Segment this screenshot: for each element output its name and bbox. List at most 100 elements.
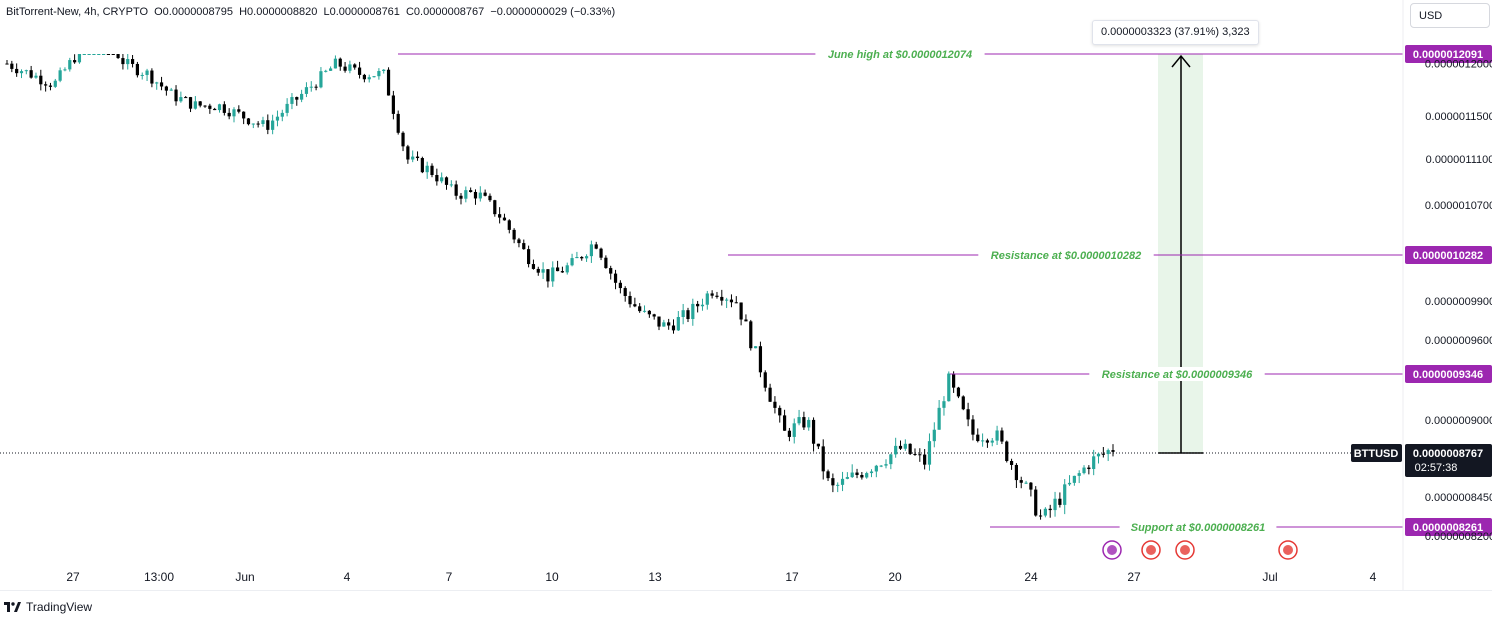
candle-up	[947, 373, 951, 402]
candle-down	[454, 184, 458, 196]
candle-up	[541, 269, 545, 273]
candle-down	[923, 454, 927, 465]
candle-down	[816, 443, 820, 447]
candle-down	[469, 190, 473, 192]
candle-down	[546, 269, 550, 282]
candle-up	[884, 464, 888, 466]
candle-down	[657, 316, 661, 327]
candle-up	[140, 74, 144, 76]
candle-down	[527, 249, 531, 265]
last-price-tag	[1405, 444, 1492, 477]
candle-down	[671, 325, 676, 331]
candle-down	[720, 296, 724, 301]
candle-up	[676, 316, 680, 331]
candle-up	[1043, 508, 1047, 516]
candle-down	[314, 86, 318, 88]
candle-down	[599, 248, 603, 258]
candle-down	[952, 373, 956, 388]
tradingview-logo[interactable]: TradingView	[4, 600, 92, 614]
candle-down	[913, 453, 917, 455]
tradingview-icon	[4, 601, 21, 612]
candle-down	[188, 97, 193, 109]
candle-down	[1009, 460, 1014, 465]
candle-down	[739, 302, 743, 320]
candle-down	[444, 177, 449, 185]
price-axis-label: 0.0000012000	[1425, 59, 1492, 71]
candle-down	[391, 95, 395, 114]
candle-down	[802, 417, 806, 428]
currency-selector[interactable]: USD	[1410, 3, 1490, 28]
measure-range	[0, 54, 1403, 454]
candle-down	[121, 58, 125, 65]
candle-down	[744, 319, 748, 322]
bar-countdown: 02:57:38	[1415, 462, 1458, 474]
level-price-tag	[1405, 365, 1492, 383]
candle-down	[976, 434, 980, 442]
candle-up	[324, 70, 328, 72]
event-marker-dot	[1180, 545, 1190, 555]
candle-down	[763, 372, 767, 388]
candle-up	[179, 97, 183, 102]
event-marker-dot	[1146, 545, 1156, 555]
level-price-tag-text: 0.0000008261	[1413, 522, 1483, 534]
candle-up	[845, 477, 849, 479]
candle-down	[1038, 515, 1043, 517]
candle-down	[401, 132, 405, 147]
candle-up	[193, 101, 197, 109]
candle-up	[995, 430, 999, 441]
candle-up	[942, 401, 946, 408]
candle-up	[63, 69, 67, 71]
time-axis-label: 4	[344, 570, 351, 584]
candle-up	[840, 478, 845, 485]
candle-down	[39, 75, 43, 85]
candle-down	[343, 66, 347, 71]
candle-up	[280, 112, 284, 117]
symbol-title[interactable]: BitTorrent-New, 4h, CRYPTO	[6, 6, 149, 18]
time-axis-label: Jun	[235, 570, 254, 584]
candle-up	[290, 97, 294, 104]
candle-down	[150, 70, 154, 84]
candle-down	[246, 118, 251, 125]
candle-down	[295, 97, 299, 100]
candle-down	[44, 84, 48, 86]
level-price-tag-text: 0.0000009346	[1413, 369, 1483, 381]
candle-down	[580, 256, 584, 259]
price-axis-label: 0.0000008200	[1425, 531, 1492, 543]
candle-up	[874, 465, 878, 472]
candle-down	[507, 220, 511, 230]
brand-name: TradingView	[26, 600, 93, 614]
candle-down	[213, 108, 217, 111]
candle-down	[266, 120, 270, 130]
candle-down	[749, 321, 753, 349]
candle-up	[271, 120, 275, 130]
candle-down	[159, 82, 164, 87]
candle-up	[232, 109, 236, 117]
candle-up	[275, 116, 280, 121]
event-marker-dot	[1283, 545, 1293, 555]
candle-down	[517, 239, 521, 244]
candle-up	[464, 190, 468, 199]
candle-down	[773, 401, 777, 408]
candle-down	[811, 419, 816, 444]
time-axis-label: 17	[785, 570, 799, 584]
candle-down	[855, 472, 859, 475]
candle-down	[758, 346, 763, 373]
candle-down	[782, 415, 787, 431]
candle-down	[734, 302, 738, 304]
candle-up	[155, 82, 159, 84]
candle-up	[382, 69, 386, 71]
candle-up	[82, 54, 86, 55]
candle-up	[126, 59, 130, 65]
candle-down	[715, 295, 719, 297]
candle-up	[754, 346, 758, 349]
candle-down	[5, 63, 9, 65]
candle-up	[319, 71, 323, 88]
candle-down	[184, 97, 188, 99]
candle-up	[836, 484, 840, 486]
candle-up	[1077, 473, 1081, 476]
candle-down	[512, 229, 516, 240]
time-axis-label: 27	[66, 570, 80, 584]
candle-down	[174, 89, 178, 102]
candle-down	[628, 295, 632, 305]
